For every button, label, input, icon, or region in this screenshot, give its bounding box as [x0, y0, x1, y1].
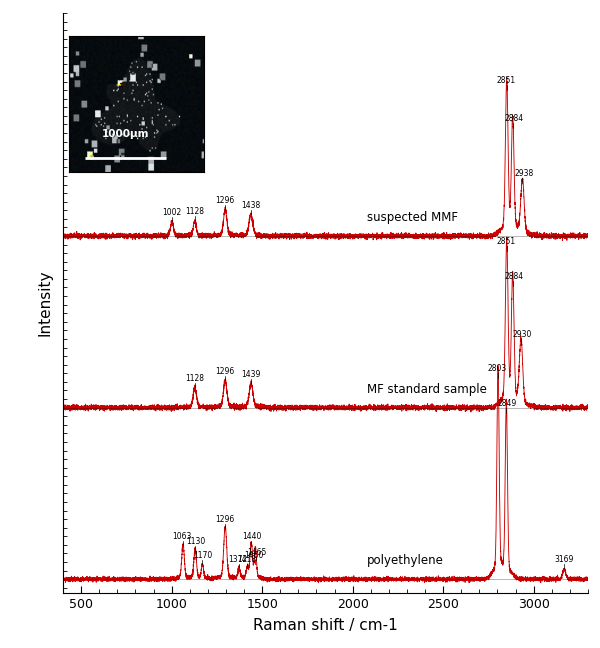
Text: 1438: 1438	[241, 201, 260, 209]
Text: 1063: 1063	[172, 532, 192, 541]
Text: suspected MMF: suspected MMF	[367, 211, 458, 224]
Text: 2884: 2884	[504, 272, 523, 281]
Text: 1130: 1130	[187, 537, 206, 546]
Text: 2930: 2930	[513, 330, 532, 339]
Text: MF standard sample: MF standard sample	[367, 382, 487, 395]
Text: 1000μm: 1000μm	[102, 129, 149, 139]
Text: 1296: 1296	[215, 196, 235, 205]
Text: 1296: 1296	[215, 367, 235, 376]
Text: 1002: 1002	[163, 208, 182, 217]
Text: 2851: 2851	[496, 237, 515, 246]
X-axis label: Raman shift / cm-1: Raman shift / cm-1	[253, 618, 398, 632]
Text: 1296: 1296	[215, 515, 235, 524]
Text: 1128: 1128	[185, 207, 204, 216]
Text: 3169: 3169	[554, 555, 574, 564]
Text: 1440: 1440	[242, 532, 262, 541]
Text: 1439: 1439	[241, 371, 261, 380]
Text: polyethylene: polyethylene	[367, 554, 444, 567]
Text: 2849: 2849	[497, 399, 517, 408]
Text: 1465: 1465	[247, 548, 266, 557]
Text: 1418: 1418	[237, 555, 256, 564]
Text: 2851: 2851	[496, 76, 515, 85]
Text: 2803: 2803	[487, 364, 507, 373]
Text: 2884: 2884	[504, 114, 523, 122]
Text: 1372: 1372	[229, 555, 248, 564]
Text: 1170: 1170	[193, 551, 212, 561]
Text: 1460: 1460	[244, 551, 264, 561]
Text: 1128: 1128	[185, 374, 204, 383]
Y-axis label: Intensity: Intensity	[38, 270, 53, 336]
Text: 2938: 2938	[514, 168, 533, 178]
